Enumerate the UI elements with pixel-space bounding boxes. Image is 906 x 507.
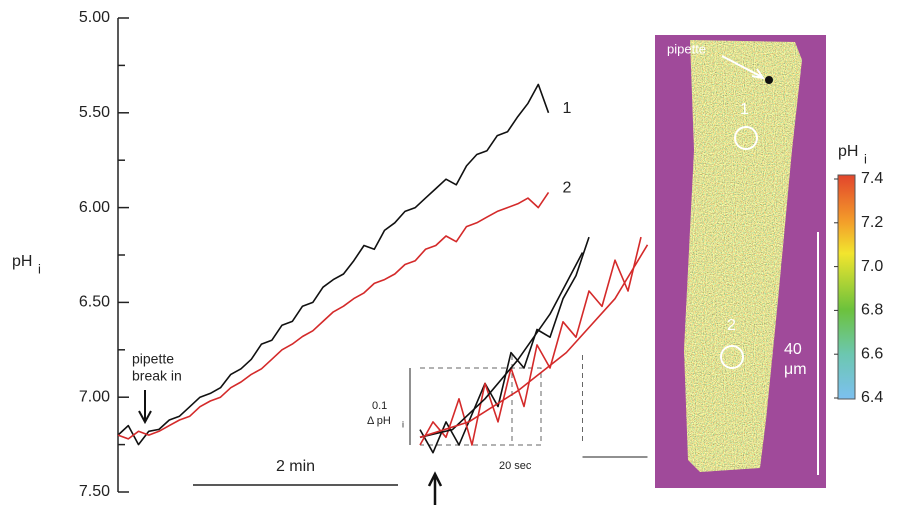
y-tick-label: 6.00 (79, 199, 110, 216)
line (419, 236, 590, 454)
colorbar-label: pH (838, 143, 858, 160)
pipette-tip (765, 76, 773, 84)
colorbar-label-sub: i (864, 151, 867, 166)
label: 40 (784, 341, 802, 358)
arrow (138, 390, 152, 425)
roi (720, 345, 744, 369)
colorbar-tick-label: 7.2 (861, 214, 883, 231)
colorbar-tick-label: 7.0 (861, 258, 883, 275)
y-tick-label: 7.50 (79, 483, 110, 500)
y-tick-label: 6.50 (79, 294, 110, 311)
image-panel: pipette 1 2 40 μm pH i 7.4 7.2 7.0 6.8 6.6 6.… (655, 35, 883, 488)
label: 2 (727, 317, 736, 334)
colorbar-tick-label: 6.4 (861, 389, 883, 406)
line (419, 244, 649, 439)
line (419, 252, 584, 439)
line (117, 83, 550, 446)
colorbar-tick-label: 6.6 (861, 345, 883, 362)
y-tick-label: 5.00 (79, 9, 110, 26)
scale-bar-label: 2 min (276, 458, 315, 475)
label: 1 (740, 101, 749, 118)
scale-label: Δ pH (367, 415, 391, 427)
arrow (721, 55, 766, 80)
label: μm (784, 361, 807, 378)
scale-label: 0.1 (372, 400, 387, 412)
annotation: break in (132, 368, 182, 384)
y-label-sub: i (38, 261, 41, 276)
y-label: pH (12, 253, 32, 270)
y-tick-label: 5.50 (79, 104, 110, 121)
line (419, 236, 642, 446)
annotation: pipette (132, 351, 174, 367)
arrow (427, 471, 443, 505)
line (117, 191, 550, 440)
y-tick-label: 7.00 (79, 388, 110, 405)
series-label: 1 (563, 100, 572, 117)
colorbar (837, 174, 856, 400)
colorbar-tick-label: 7.4 (861, 170, 883, 187)
colorbar-tick-label: 6.8 (861, 302, 883, 319)
scale-label: 20 sec (499, 460, 532, 472)
scale-label-sub: i (402, 419, 404, 429)
inset-chart: 0.1 Δ pH i 20 sec (367, 236, 649, 472)
main-chart: pH i pipette break in 5.00 5.50 6.00 6.50 7.… (12, 9, 572, 505)
cell (684, 40, 802, 472)
label: pipette (667, 41, 706, 56)
series-label: 2 (563, 180, 572, 197)
dashed-box (420, 355, 542, 446)
roi (734, 126, 758, 150)
